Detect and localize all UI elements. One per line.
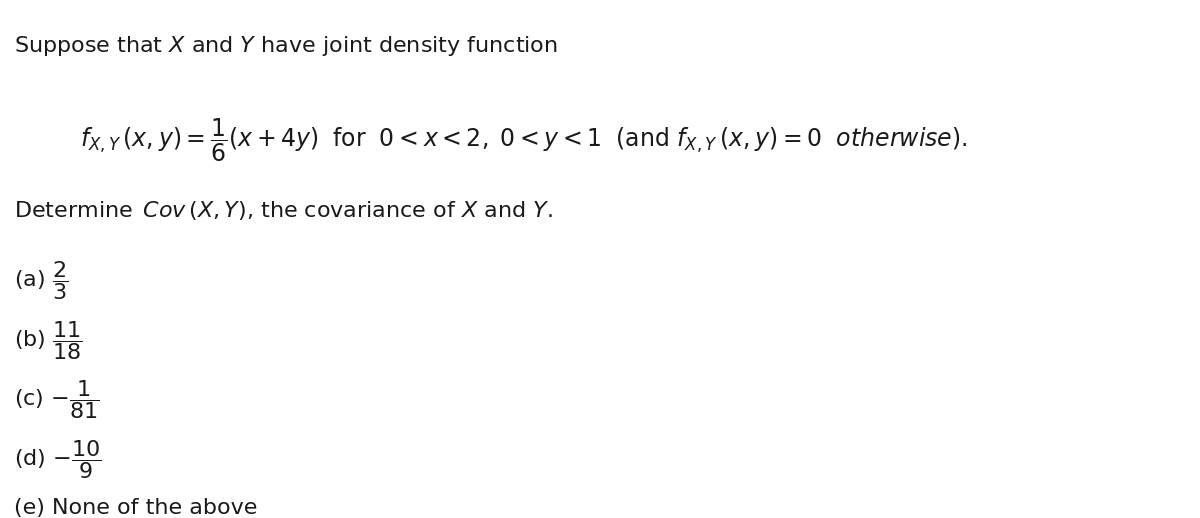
Text: (a) $\dfrac{2}{3}$: (a) $\dfrac{2}{3}$ <box>14 259 68 302</box>
Text: (b) $\dfrac{11}{18}$: (b) $\dfrac{11}{18}$ <box>14 319 83 362</box>
Text: Suppose that $X$ and $Y$ have joint density function: Suppose that $X$ and $Y$ have joint dens… <box>14 34 558 57</box>
Text: (c) $-\dfrac{1}{81}$: (c) $-\dfrac{1}{81}$ <box>14 378 100 421</box>
Text: $f_{X,Y}\,(x,y) = \dfrac{1}{6}(x+4y)\;$ for $\;0<x<2,\;0<y<1\;$ (and $f_{X,Y}\,(: $f_{X,Y}\,(x,y) = \dfrac{1}{6}(x+4y)\;$ … <box>80 117 968 164</box>
Text: Determine $\,Cov\,(X,Y)$, the covariance of $X$ and $Y$.: Determine $\,Cov\,(X,Y)$, the covariance… <box>14 199 553 222</box>
Text: (d) $-\dfrac{10}{9}$: (d) $-\dfrac{10}{9}$ <box>14 438 102 481</box>
Text: (e) None of the above: (e) None of the above <box>14 498 258 518</box>
